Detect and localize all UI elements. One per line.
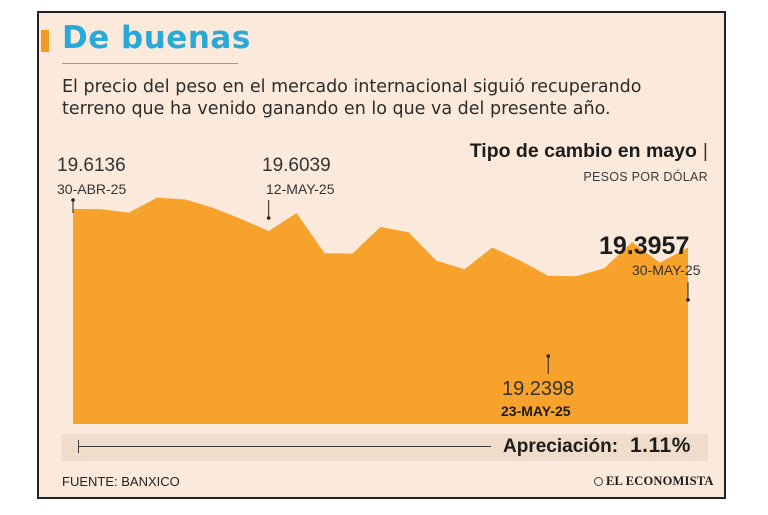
logo: EL ECONOMISTA	[594, 474, 714, 489]
annotation-value-end: 19.3957	[599, 232, 690, 260]
page-title: De buenas	[62, 20, 251, 56]
marker-min-dot	[546, 354, 551, 358]
logo-icon	[594, 477, 603, 486]
marker-mid-dot	[266, 216, 271, 220]
chart-unit: PESOS POR DÓLAR	[583, 170, 708, 184]
chart-title-separator: |	[702, 140, 708, 162]
logo-text: EL ECONOMISTA	[606, 474, 714, 488]
annotation-date-mid: 12-MAY-25	[266, 181, 335, 197]
appreciation-line	[78, 446, 491, 447]
chart-title: Tipo de cambio en mayo |	[470, 140, 708, 163]
annotation-value-start: 19.6136	[57, 155, 126, 176]
appreciation-value: 1.11%	[630, 434, 691, 457]
source-label: FUENTE: BANXICO	[62, 474, 180, 489]
subtitle: El precio del peso en el mercado interna…	[62, 77, 642, 119]
marker-end-dot	[686, 298, 690, 302]
annotation-date-end: 30-MAY-25	[632, 262, 701, 278]
area-series	[73, 197, 688, 424]
chart-title-text: Tipo de cambio en mayo	[469, 140, 697, 162]
title-accent-bar	[41, 30, 49, 52]
marker-start-dot	[71, 198, 75, 202]
title-underline	[62, 63, 238, 64]
annotation-value-min: 19.2398	[502, 378, 575, 400]
annotation-date-start: 30-ABR-25	[57, 181, 127, 197]
appreciation-label: Apreciación:	[503, 436, 619, 457]
annotation-value-mid: 19.6039	[262, 155, 331, 176]
annotation-date-min: 23-MAY-25	[501, 403, 571, 419]
appreciation-band	[61, 434, 708, 461]
